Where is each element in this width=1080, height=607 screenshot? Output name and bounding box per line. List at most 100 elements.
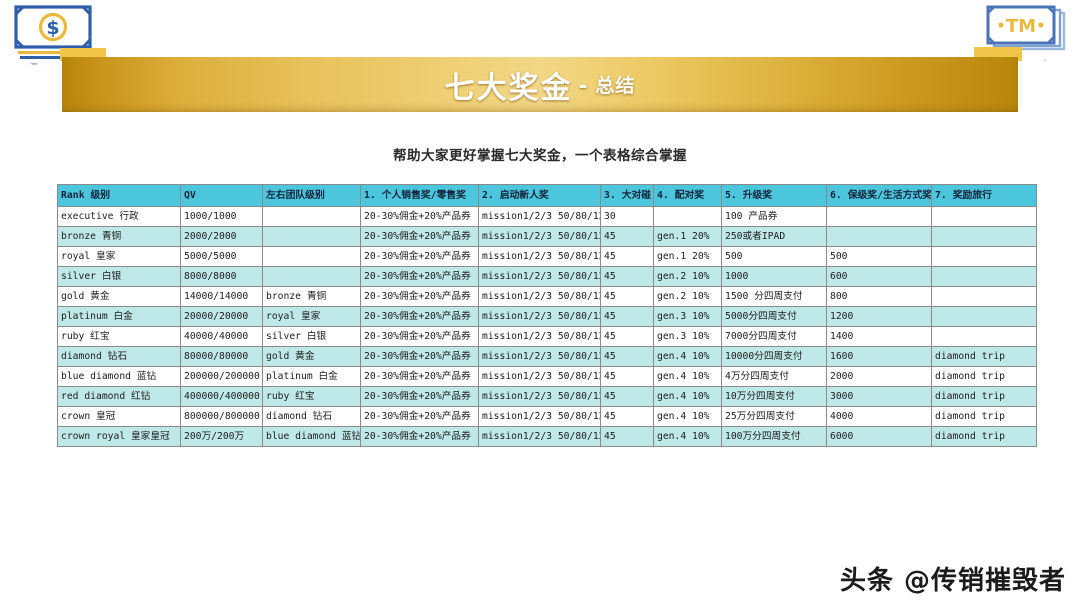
table-cell-r11-c6: gen.4 10% bbox=[653, 426, 722, 447]
table-cell-r6-c3: 20-30%佣金+20%产品券 bbox=[360, 326, 479, 347]
bonus-summary-table: Rank 级别 QV 左右团队级别 1. 个人销售奖/零售奖 2. 启动新人奖 3. 大对… bbox=[57, 184, 1037, 447]
table-cell-r7-c8: 1600 bbox=[826, 346, 932, 367]
table-cell-r6-c4: mission1/2/3 50/80/120 bbox=[478, 326, 601, 347]
table-row[interactable]: silver 白银 8000/8000 20-30%佣金+20%产品券 mission… bbox=[57, 266, 1037, 287]
table-cell-r6-c8: 1400 bbox=[826, 326, 932, 347]
table-cell-r7-c1: 80000/80000 bbox=[180, 346, 263, 367]
table-cell-r8-c1: 200000/200000 bbox=[180, 366, 263, 387]
table-cell-r2-c0: royal 皇家 bbox=[57, 246, 181, 267]
tm-note-stack-shape: TM bbox=[974, 5, 1066, 61]
table-cell-r10-c0: crown 皇冠 bbox=[57, 406, 181, 427]
table-cell-r10-c6: gen.4 10% bbox=[653, 406, 722, 427]
table-cell-r9-c2: ruby 红宝 bbox=[262, 386, 361, 407]
table-cell-r6-c6: gen.3 10% bbox=[653, 326, 722, 347]
table-cell-r0-c3: 20-30%佣金+20%产品券 bbox=[360, 206, 479, 227]
column-header-0[interactable]: Rank 级别 bbox=[57, 184, 181, 207]
column-header-3[interactable]: 1. 个人销售奖/零售奖 bbox=[360, 184, 479, 207]
banner-left-stroke-decor bbox=[30, 63, 38, 65]
table-cell-r4-c5: 45 bbox=[600, 286, 654, 307]
table-cell-r10-c4: mission1/2/3 50/80/120 bbox=[478, 406, 601, 427]
table-cell-r11-c9: diamond trip bbox=[931, 426, 1037, 447]
table-cell-r2-c9 bbox=[931, 246, 1037, 267]
table-header-row: Rank 级别 QV 左右团队级别 1. 个人销售奖/零售奖 2. 启动新人奖 3. 大对… bbox=[57, 184, 1037, 207]
table-cell-r4-c8: 800 bbox=[826, 286, 932, 307]
table-cell-r0-c0: executive 行政 bbox=[57, 206, 181, 227]
table-row[interactable]: royal 皇家 5000/5000 20-30%佣金+20%产品券 mission1… bbox=[57, 246, 1037, 267]
table-cell-r1-c7: 250或者IPAD bbox=[721, 226, 827, 247]
table-cell-r8-c8: 2000 bbox=[826, 366, 932, 387]
table-cell-r3-c1: 8000/8000 bbox=[180, 266, 263, 287]
table-cell-r9-c3: 20-30%佣金+20%产品券 bbox=[360, 386, 479, 407]
table-cell-r1-c1: 2000/2000 bbox=[180, 226, 263, 247]
table-cell-r5-c2: royal 皇家 bbox=[262, 306, 361, 327]
table-row[interactable]: crown 皇冠 800000/800000 diamond 钻石 20-30%佣金+… bbox=[57, 406, 1037, 427]
table-cell-r0-c7: 100 产品券 bbox=[721, 206, 827, 227]
table-row[interactable]: executive 行政 1000/1000 20-30%佣金+20%产品券 miss… bbox=[57, 206, 1037, 227]
table-cell-r4-c3: 20-30%佣金+20%产品券 bbox=[360, 286, 479, 307]
column-header-5[interactable]: 3. 大对碰 bbox=[600, 184, 654, 207]
banknote-tm-logo: TM bbox=[974, 4, 1070, 62]
title-banner-region: 七大奖金 - 总结 bbox=[0, 57, 1080, 115]
table-cell-r11-c0: crown royal 皇家皇冠 bbox=[57, 426, 181, 447]
table-cell-r11-c4: mission1/2/3 50/80/120 bbox=[478, 426, 601, 447]
table-row[interactable]: ruby 红宝 40000/40000 silver 白银 20-30%佣金+20%产… bbox=[57, 326, 1037, 347]
table-cell-r11-c3: 20-30%佣金+20%产品券 bbox=[360, 426, 479, 447]
table-cell-r2-c8: 500 bbox=[826, 246, 932, 267]
column-header-1[interactable]: QV bbox=[180, 184, 263, 207]
table-cell-r0-c8 bbox=[826, 206, 932, 227]
column-header-9[interactable]: 7. 奖励旅行 bbox=[931, 184, 1037, 207]
column-header-8[interactable]: 6. 保级奖/生活方式奖 bbox=[826, 184, 932, 207]
table-cell-r4-c9 bbox=[931, 286, 1037, 307]
table-cell-r6-c9 bbox=[931, 326, 1037, 347]
table-cell-r10-c2: diamond 钻石 bbox=[262, 406, 361, 427]
table-cell-r11-c8: 6000 bbox=[826, 426, 932, 447]
column-header-6[interactable]: 4. 配对奖 bbox=[653, 184, 722, 207]
table-cell-r2-c2 bbox=[262, 246, 361, 267]
table-cell-r2-c7: 500 bbox=[721, 246, 827, 267]
table-row[interactable]: blue diamond 蓝钻 200000/200000 platinum 白金 2… bbox=[57, 366, 1037, 387]
title-separator: - bbox=[578, 69, 588, 99]
table-cell-r3-c7: 1000 bbox=[721, 266, 827, 287]
table-cell-r1-c6: gen.1 20% bbox=[653, 226, 722, 247]
table-cell-r7-c2: gold 黄金 bbox=[262, 346, 361, 367]
table-row[interactable]: diamond 钻石 80000/80000 gold 黄金 20-30%佣金+20%… bbox=[57, 346, 1037, 367]
banknote-dollar-logo: $ bbox=[10, 4, 106, 62]
table-row[interactable]: gold 黄金 14000/14000 bronze 青铜 20-30%佣金+20%产… bbox=[57, 286, 1037, 307]
table-cell-r7-c9: diamond trip bbox=[931, 346, 1037, 367]
table-row[interactable]: bronze 青铜 2000/2000 20-30%佣金+20%产品券 mission… bbox=[57, 226, 1037, 247]
table-row[interactable]: platinum 白金 20000/20000 royal 皇家 20-30%佣金+2… bbox=[57, 306, 1037, 327]
table-cell-r3-c3: 20-30%佣金+20%产品券 bbox=[360, 266, 479, 287]
table-cell-r7-c5: 45 bbox=[600, 346, 654, 367]
table-cell-r7-c4: mission1/2/3 50/80/120 bbox=[478, 346, 601, 367]
table-cell-r11-c5: 45 bbox=[600, 426, 654, 447]
table-cell-r9-c5: 45 bbox=[600, 386, 654, 407]
table-cell-r1-c9 bbox=[931, 226, 1037, 247]
table-cell-r2-c5: 45 bbox=[600, 246, 654, 267]
table-cell-r5-c3: 20-30%佣金+20%产品券 bbox=[360, 306, 479, 327]
table-cell-r0-c9 bbox=[931, 206, 1037, 227]
table-cell-r4-c0: gold 黄金 bbox=[57, 286, 181, 307]
column-header-4[interactable]: 2. 启动新人奖 bbox=[478, 184, 601, 207]
column-header-2[interactable]: 左右团队级别 bbox=[262, 184, 361, 207]
table-cell-r6-c0: ruby 红宝 bbox=[57, 326, 181, 347]
table-header: Rank 级别 QV 左右团队级别 1. 个人销售奖/零售奖 2. 启动新人奖 3. 大对… bbox=[57, 184, 1037, 207]
table-cell-r1-c8 bbox=[826, 226, 932, 247]
table-row[interactable]: red diamond 红钻 400000/400000 ruby 红宝 20-30%… bbox=[57, 386, 1037, 407]
table-cell-r11-c7: 100万分四周支付 bbox=[721, 426, 827, 447]
table-cell-r7-c0: diamond 钻石 bbox=[57, 346, 181, 367]
table-cell-r0-c4: mission1/2/3 50/80/120 bbox=[478, 206, 601, 227]
table-cell-r5-c8: 1200 bbox=[826, 306, 932, 327]
table-cell-r7-c7: 10000分四周支付 bbox=[721, 346, 827, 367]
table-cell-r9-c7: 10万分四周支付 bbox=[721, 386, 827, 407]
table-row[interactable]: crown royal 皇家皇冠 200万/200万 blue diamond 蓝钻… bbox=[57, 426, 1037, 447]
table-cell-r8-c5: 45 bbox=[600, 366, 654, 387]
column-header-7[interactable]: 5. 升级奖 bbox=[721, 184, 827, 207]
table-cell-r2-c6: gen.1 20% bbox=[653, 246, 722, 267]
table-cell-r10-c5: 45 bbox=[600, 406, 654, 427]
table-cell-r5-c5: 45 bbox=[600, 306, 654, 327]
table-cell-r6-c1: 40000/40000 bbox=[180, 326, 263, 347]
table-cell-r5-c7: 5000分四周支付 bbox=[721, 306, 827, 327]
table-cell-r3-c4: mission1/2/3 50/80/120 bbox=[478, 266, 601, 287]
svg-text:$: $ bbox=[46, 17, 59, 39]
table-cell-r4-c2: bronze 青铜 bbox=[262, 286, 361, 307]
